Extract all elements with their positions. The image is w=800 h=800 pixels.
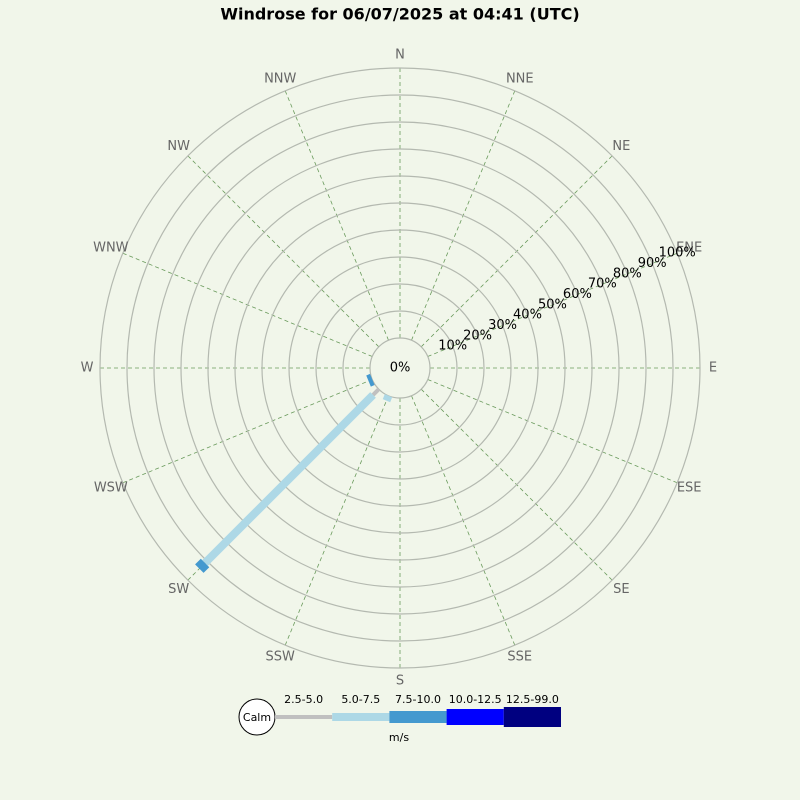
direction-label: NNE [506, 71, 534, 86]
legend-label: 5.0-7.5 [341, 693, 380, 706]
legend-label: 7.5-10.0 [395, 693, 441, 706]
legend: Calm m/s 2.5-5.0 5.0-7.5 7.5-10.0 10.0-12.5… [238, 693, 561, 744]
direction-label: SSE [507, 650, 532, 665]
direction-label: WNW [93, 241, 129, 256]
ring-label: 90% [638, 256, 667, 271]
ring-label: 60% [563, 287, 592, 302]
legend-swatch [332, 713, 390, 721]
legend-label: 2.5-5.0 [284, 693, 323, 706]
ring [261, 229, 539, 507]
ring [153, 121, 647, 615]
ring [99, 67, 701, 669]
direction-label: SE [613, 582, 629, 597]
bar-segment [371, 387, 381, 397]
legend-label: 10.0-12.5 [449, 693, 502, 706]
chart-title: Windrose for 06/07/2025 at 04:41 (UTC) [220, 5, 579, 24]
ring [315, 283, 485, 453]
ring [207, 175, 593, 561]
direction-label: SSW [266, 650, 296, 665]
bar-segment [366, 373, 375, 387]
legend-unit: m/s [389, 731, 409, 744]
legend-swatch [503, 707, 561, 727]
ring [234, 202, 566, 534]
calm-label: Calm [243, 711, 271, 724]
ring [126, 94, 674, 642]
legend-swatch [275, 715, 333, 719]
direction-label: WSW [94, 480, 128, 495]
ring-label: 0% [390, 361, 411, 376]
ring [342, 310, 458, 426]
ring [288, 256, 512, 480]
ring-label: 30% [488, 318, 517, 333]
ring-label: 70% [588, 277, 617, 292]
bars [195, 373, 393, 573]
direction-label: NNW [264, 71, 296, 86]
ring-label: 50% [538, 297, 567, 312]
direction-label: W [81, 361, 94, 376]
ring-label: 20% [463, 328, 492, 343]
direction-label: ENE [676, 241, 702, 256]
direction-label: NW [167, 139, 190, 154]
legend-label: 12.5-99.0 [506, 693, 559, 706]
direction-label: ESE [677, 480, 702, 495]
polar-grid [99, 67, 701, 669]
ring [180, 148, 620, 588]
ring-label: 40% [513, 308, 542, 323]
ring-label: 80% [613, 266, 642, 281]
legend-swatch [446, 709, 504, 725]
bar-segment [195, 558, 210, 573]
direction-label: N [395, 48, 405, 63]
ring-label: 10% [438, 339, 467, 354]
labels: N NNE NE ENE E ESE SE SSE S SSW SW WSW W WNW NW NNW 0% 10… [81, 48, 718, 689]
direction-label: SW [168, 582, 189, 597]
legend-swatch [389, 711, 447, 723]
direction-label: E [709, 361, 717, 376]
ring [369, 337, 431, 399]
direction-label: NE [612, 139, 630, 154]
bar-segment [382, 394, 393, 403]
direction-label: S [396, 674, 404, 689]
bar-segment [202, 392, 376, 566]
ring-label: 100% [659, 246, 696, 261]
